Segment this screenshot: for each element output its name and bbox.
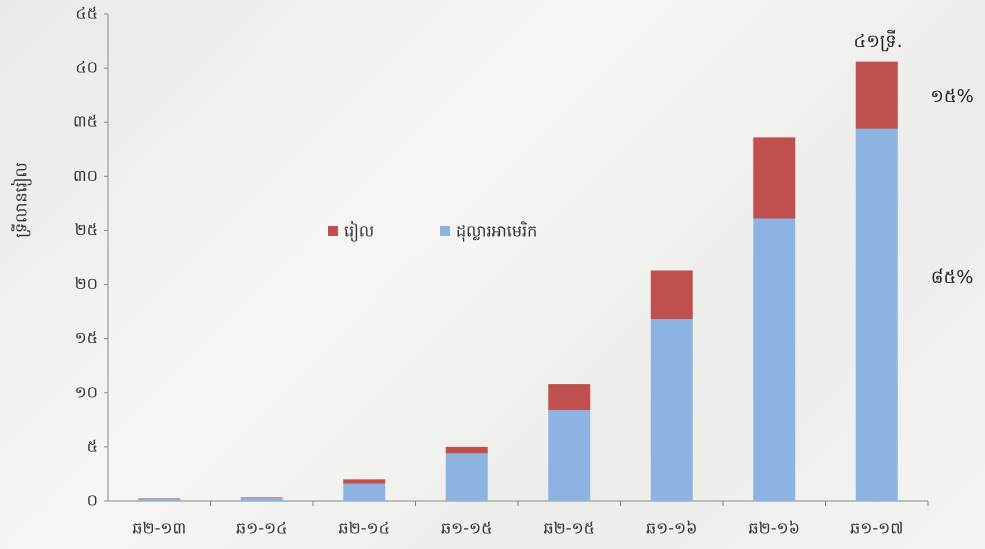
x-tick-label: ឆ១-១៧ — [850, 519, 903, 538]
legend-swatch — [440, 226, 450, 236]
annotation: ៨៥% — [931, 267, 974, 288]
bar-segment — [138, 498, 181, 499]
bar-segment — [445, 446, 488, 454]
annotation: ១៥% — [930, 86, 973, 107]
x-tick-label: ឆ២-១៥ — [544, 519, 595, 538]
y-axis-label: ទ្រីលានរៀល — [11, 162, 33, 238]
bar-segment — [650, 270, 693, 320]
y-tick-label: ៤០ — [75, 58, 98, 77]
x-tick-label: ឆ២-១៣ — [132, 519, 186, 538]
bar-segment — [343, 479, 386, 484]
y-tick-label: ៥ — [87, 436, 98, 455]
bar-segment — [240, 497, 283, 501]
y-tick-label: ១៥ — [75, 328, 98, 347]
bar-segment — [753, 137, 796, 219]
x-tick-label: ឆ១-១៦ — [646, 519, 697, 538]
annotation: ៤១ទ្រី. — [854, 29, 903, 52]
x-tick-label: ឆ២-១៦ — [749, 519, 800, 538]
bar-segment — [138, 498, 181, 501]
y-tick-label: ២៥ — [75, 220, 98, 239]
legend-label: ដុល្លារអាមេរិក — [456, 221, 537, 243]
y-tick-label: ១០ — [75, 382, 98, 401]
x-tick-label: ឆ១-១៥ — [441, 519, 492, 538]
y-tick-label: ៤៥ — [75, 4, 98, 23]
bar-segment — [548, 384, 591, 411]
y-tick-label: ០ — [87, 491, 98, 510]
bar-segment — [343, 483, 386, 501]
bar-segment — [445, 453, 488, 501]
bar-segment — [855, 61, 898, 129]
legend-swatch — [328, 226, 338, 236]
y-tick-label: ៣៥ — [73, 112, 98, 131]
bar-segment — [650, 319, 693, 501]
bar-segment — [753, 218, 796, 502]
legend-label: រៀល — [344, 221, 374, 243]
x-tick-label: ឆ២-១៤ — [339, 519, 390, 538]
bar-segment — [240, 497, 283, 498]
bar-segment — [548, 410, 591, 501]
y-tick-label: ២០ — [75, 274, 98, 293]
x-tick-label: ឆ១-១៤ — [236, 519, 287, 538]
bar-segment — [855, 128, 898, 501]
y-tick-label: ៣០ — [73, 166, 98, 185]
